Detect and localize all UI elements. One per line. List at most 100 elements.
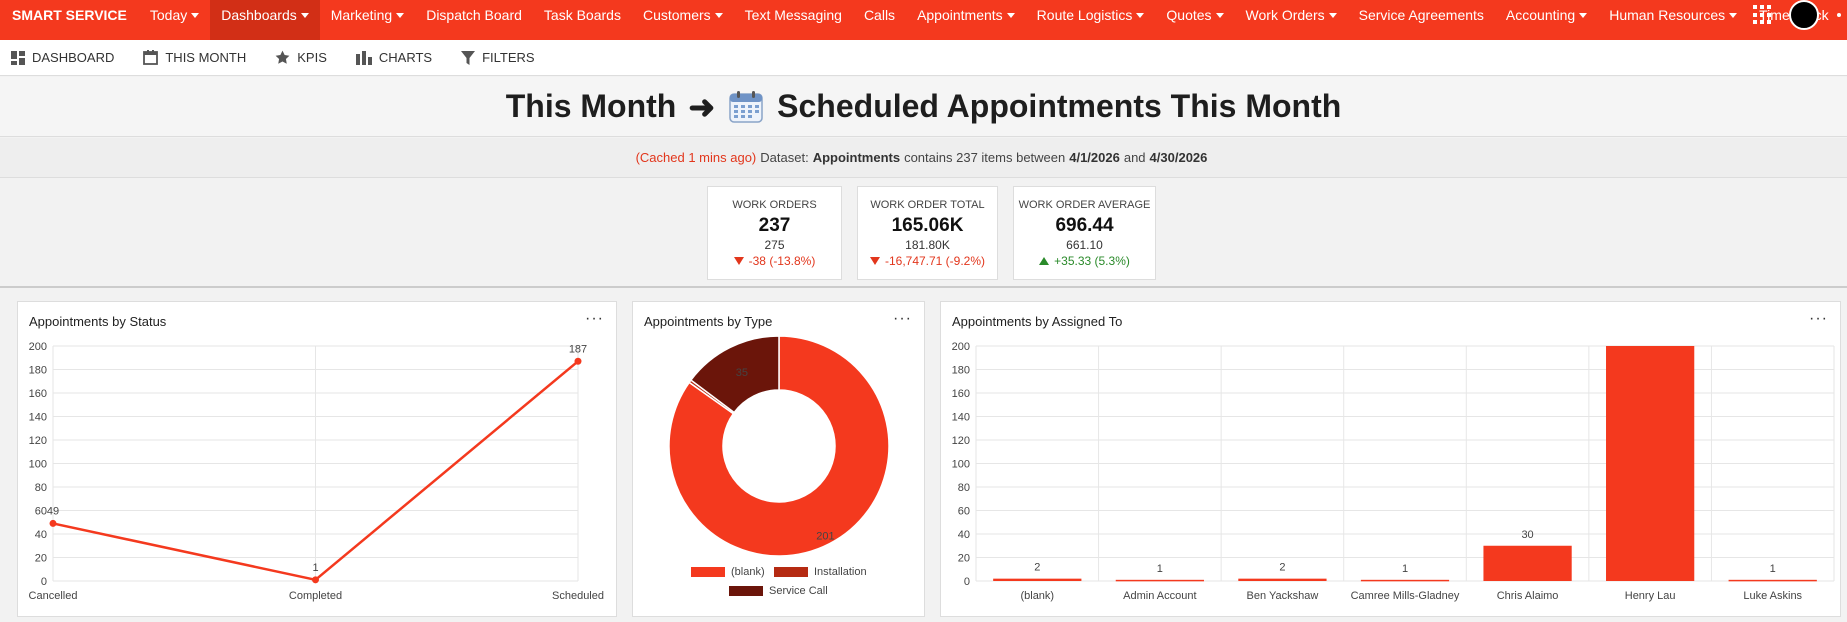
y-tick-label: 160 [952, 388, 970, 400]
kpi-previous: 181.80K [905, 238, 950, 252]
cache-status: (Cached 1 mins ago) [635, 150, 757, 165]
more-options-icon[interactable]: ··· [1809, 310, 1828, 327]
caret-down-icon [1215, 13, 1224, 18]
chart-card-status: Appointments by Status ··· 0 20 40 60 80 100 1… [17, 301, 617, 617]
nav-item-text-messaging[interactable]: Text Messaging [734, 0, 853, 40]
kpi-card[interactable]: WORK ORDERS 237 275 -38 (-13.8%) [707, 186, 842, 280]
kpis-button[interactable]: KPIS [275, 50, 327, 65]
up-arrow-icon [1039, 257, 1050, 265]
y-tick-label: 100 [29, 459, 47, 471]
nav-item-route-logistics[interactable]: Route Logistics [1026, 0, 1156, 40]
pie-slice [668, 335, 890, 557]
nav-item-human-resources[interactable]: Human Resources [1598, 0, 1748, 40]
nav-item-label: Task Boards [543, 7, 621, 23]
bar-chart-icon [355, 50, 372, 65]
more-options-icon[interactable]: ··· [585, 310, 604, 327]
kpi-change-text: -16,747.71 (-9.2%) [884, 254, 986, 268]
charts-label: CHARTS [378, 50, 433, 65]
y-tick-label: 200 [29, 341, 47, 353]
line-chart: 0 20 40 60 80 100 120 140 160 180 200 Cancelled Comp… [29, 341, 604, 602]
dataset-name: Appointments [812, 150, 901, 165]
charts-button[interactable]: CHARTS [355, 50, 433, 65]
nav-item-marketing[interactable]: Marketing [320, 0, 415, 40]
kpi-card[interactable]: WORK ORDER TOTAL 165.06K 181.80K -16,747… [857, 186, 998, 280]
legend-swatch [691, 567, 725, 577]
user-avatar[interactable] [1789, 0, 1819, 30]
nav-item-dashboards[interactable]: Dashboards [210, 0, 320, 40]
this-month-button[interactable]: THIS MONTH [143, 50, 246, 65]
filters-button[interactable]: FILTERS [461, 50, 535, 65]
y-tick-label: 20 [35, 553, 47, 565]
nav-item-label: Marketing [330, 7, 393, 23]
brand-logo[interactable]: SMART SERVICE [12, 7, 127, 23]
dataset-info: (Cached 1 mins ago) Dataset: Appointment… [0, 138, 1847, 178]
nav-item-today[interactable]: Today [139, 0, 210, 40]
apps-grid-icon[interactable] [1753, 5, 1773, 25]
legend-swatch [774, 567, 808, 577]
chart-card-assigned: Appointments by Assigned To ··· 0 20 40 60 8… [940, 301, 1841, 617]
chart-title: Appointments by Assigned To [952, 314, 1123, 329]
slice-label: 35 [736, 367, 748, 379]
bar [1115, 579, 1204, 582]
this-month-label: THIS MONTH [165, 50, 247, 65]
data-label: 2 [1034, 562, 1040, 574]
legend-item[interactable]: Installation [774, 566, 867, 578]
y-tick-label: 140 [952, 412, 970, 424]
data-label: 49 [47, 505, 59, 517]
data-point [574, 357, 582, 365]
y-tick-label: 60 [35, 506, 47, 518]
dataset-and: and [1123, 150, 1146, 165]
caret-down-icon [300, 13, 309, 18]
data-label: 1 [1402, 563, 1408, 575]
nav-item-label: Route Logistics [1036, 7, 1133, 23]
y-tick-label: 200 [952, 341, 970, 353]
caret-down-icon [1136, 13, 1145, 18]
pie-slice [689, 335, 780, 414]
down-arrow-icon [733, 257, 744, 265]
nav-item-dispatch-board[interactable]: Dispatch Board [415, 0, 533, 40]
y-tick-label: 160 [29, 388, 47, 400]
nav-item-accounting[interactable]: Accounting [1495, 0, 1598, 40]
kpi-label: WORK ORDERS [732, 199, 817, 211]
kpi-value: 165.06K [891, 215, 964, 236]
x-tick-label: Luke Askins [1743, 590, 1802, 602]
legend-item[interactable]: Service Call [729, 585, 828, 597]
nav-item-calls[interactable]: Calls [853, 0, 906, 40]
nav-item-work-orders[interactable]: Work Orders [1235, 0, 1348, 40]
dashboard-toolbar: DASHBOARD THIS MONTH KPIS CHARTS FILTERS [0, 40, 1847, 76]
dashboard-icon [11, 50, 25, 65]
kpi-change: +35.33 (5.3%) [1014, 254, 1155, 268]
nav-item-task-boards[interactable]: Task Boards [533, 0, 632, 40]
title-report: Scheduled Appointments This Month [777, 88, 1342, 124]
nav-item-label: Customers [642, 7, 711, 23]
y-tick-label: 0 [41, 576, 47, 588]
caret-down-icon [1328, 13, 1337, 18]
y-tick-label: 20 [958, 553, 970, 565]
donut-chart: 201 35 [668, 335, 890, 557]
legend-swatch [729, 586, 763, 596]
top-nav: SMART SERVICE Today Dashboards Marketing Di… [0, 0, 1847, 40]
dashboard-button[interactable]: DASHBOARD [11, 50, 114, 65]
nav-item-label: Human Resources [1609, 7, 1726, 23]
nav-item-customers[interactable]: Customers [632, 0, 734, 40]
page-title: This Month ➜ Scheduled Appointments This… [506, 88, 1342, 126]
star-icon [275, 50, 290, 64]
caret-down-icon [396, 13, 405, 18]
y-tick-label: 120 [29, 435, 47, 447]
y-tick-label: 100 [952, 459, 970, 471]
x-tick-label: Ben Yackshaw [1247, 590, 1319, 602]
legend-label: Installation [814, 566, 867, 578]
bar [993, 578, 1082, 581]
nav-item-appointments[interactable]: Appointments [906, 0, 1026, 40]
more-options-icon[interactable]: ··· [893, 310, 912, 327]
avatar-menu-icon[interactable] [1837, 13, 1841, 17]
y-tick-label: 0 [964, 576, 970, 588]
nav-item-service-agreements[interactable]: Service Agreements [1348, 0, 1495, 40]
nav-item-quotes[interactable]: Quotes [1155, 0, 1234, 40]
bar [1360, 579, 1450, 582]
x-tick-label: Henry Lau [1625, 590, 1676, 602]
x-tick-label: Cancelled [29, 590, 78, 602]
kpi-card[interactable]: WORK ORDER AVERAGE 696.44 661.10 +35.33 … [1013, 186, 1156, 280]
legend-item[interactable]: (blank) [691, 566, 765, 578]
nav-right [1753, 0, 1847, 40]
